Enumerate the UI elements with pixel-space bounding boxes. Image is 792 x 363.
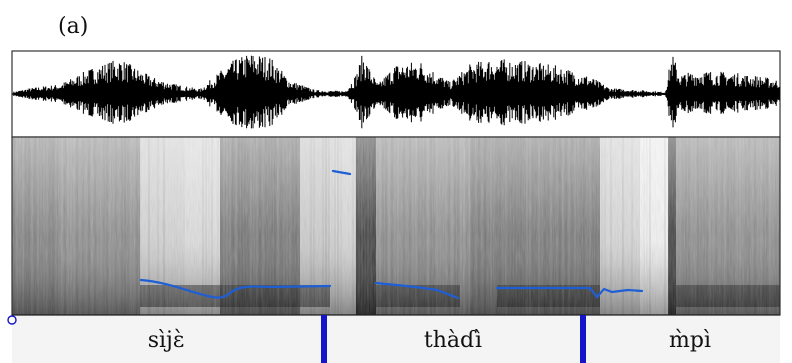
segment-label-2: thàɗì — [424, 328, 482, 353]
pitch-track — [139, 169, 644, 300]
spectrogram-panel — [11, 136, 781, 316]
pitch-contour-3 — [374, 281, 460, 300]
segment-label-3: m̀pì — [669, 328, 711, 353]
boundary-2 — [580, 315, 586, 363]
segment-label-1: sìjɛ̀ — [148, 328, 185, 353]
waveform — [12, 55, 780, 129]
annotation-tier: sìjɛ̀ thàɗì m̀pì — [7, 314, 780, 363]
boundary-1 — [321, 315, 327, 363]
waveform-panel — [11, 50, 781, 138]
pitch-contour-2 — [331, 169, 352, 176]
pitch-contour-4 — [495, 286, 644, 299]
pitch-contour-1 — [139, 278, 332, 299]
panel-label: (a) — [58, 14, 89, 39]
